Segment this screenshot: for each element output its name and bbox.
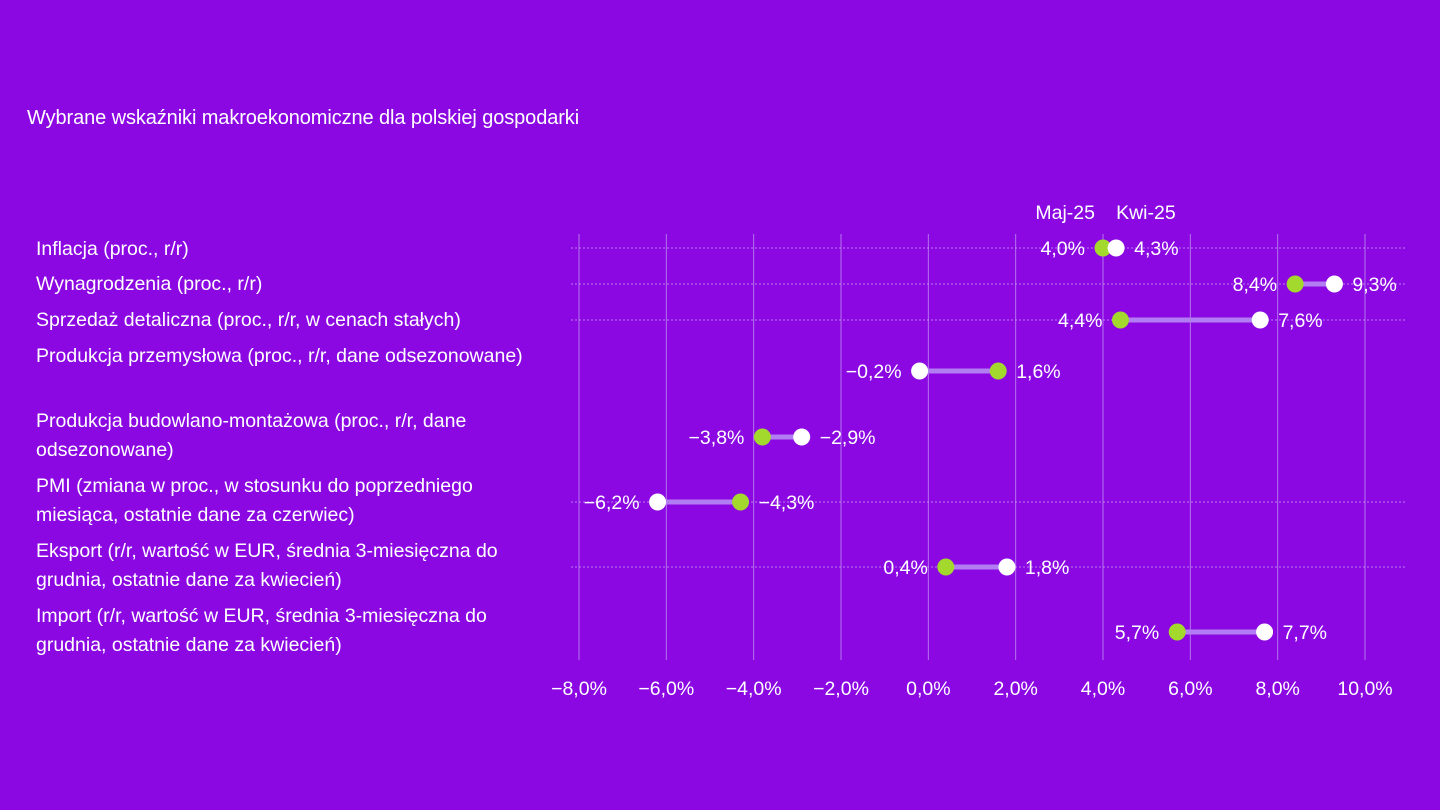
- current-value-label: 0,4%: [883, 557, 927, 579]
- previous-point: [1251, 311, 1269, 329]
- x-tick-label: 6,0%: [1168, 678, 1212, 700]
- previous-value-label: −0,2%: [846, 361, 902, 383]
- x-tick-label: −8,0%: [551, 678, 607, 700]
- row-label: Wynagrodzenia (proc., r/r): [36, 273, 263, 295]
- current-value-label: −3,8%: [689, 427, 745, 449]
- previous-point: [793, 428, 811, 446]
- current-value-label: 8,4%: [1233, 274, 1277, 296]
- x-tick-label: 10,0%: [1337, 678, 1392, 700]
- x-tick-label: 8,0%: [1255, 678, 1299, 700]
- previous-value-label: 7,7%: [1283, 622, 1327, 644]
- x-tick-label: 2,0%: [993, 678, 1037, 700]
- legend-current-label: Maj-25: [1035, 202, 1095, 224]
- current-point: [1168, 623, 1186, 641]
- previous-point: [649, 493, 667, 511]
- x-tick-label: −6,0%: [638, 678, 694, 700]
- x-tick-label: −4,0%: [726, 678, 782, 700]
- current-point: [1111, 311, 1129, 329]
- current-value-label: 4,4%: [1058, 310, 1102, 332]
- row-label: Eksport (r/r, wartość w EUR, średnia 3-m…: [36, 540, 498, 591]
- x-tick-label: −2,0%: [813, 678, 869, 700]
- row-label: Produkcja budowlano-montażowa (proc., r/…: [36, 410, 467, 461]
- current-value-label: −4,3%: [759, 492, 815, 514]
- x-tick-label: 0,0%: [906, 678, 950, 700]
- previous-value-label: 9,3%: [1352, 274, 1396, 296]
- current-value-label: 4,0%: [1041, 238, 1085, 260]
- row-label: PMI (zmiana w proc., w stosunku do poprz…: [36, 475, 473, 526]
- grid-layer: [571, 234, 1405, 660]
- current-point: [732, 493, 750, 511]
- current-value-label: 5,7%: [1115, 622, 1159, 644]
- row-label: Import (r/r, wartość w EUR, średnia 3-mi…: [36, 605, 487, 656]
- connector-layer: [655, 245, 1337, 635]
- point-layer: [649, 239, 1343, 641]
- previous-value-label: 7,6%: [1278, 310, 1322, 332]
- x-axis-ticks: −8,0% −6,0% −4,0% −2,0% 0,0% 2,0% 4,0% 6,0% 8,0%…: [551, 678, 1393, 700]
- previous-value-label: −6,2%: [584, 492, 640, 514]
- current-point: [989, 362, 1007, 380]
- legend: Maj-25 Kwi-25: [1035, 202, 1175, 224]
- previous-point: [1325, 275, 1343, 293]
- legend-previous-label: Kwi-25: [1116, 202, 1176, 224]
- x-tick-label: 4,0%: [1081, 678, 1125, 700]
- previous-value-label: 4,3%: [1134, 238, 1178, 260]
- chart-title: Wybrane wskaźniki makroekonomiczne dla p…: [27, 107, 580, 129]
- row-label: Sprzedaż detaliczna (proc., r/r, w cenac…: [36, 309, 461, 331]
- previous-value-label: −2,9%: [820, 427, 876, 449]
- previous-point: [911, 362, 929, 380]
- current-value-label: 1,6%: [1016, 361, 1060, 383]
- previous-point: [1256, 623, 1274, 641]
- current-point: [937, 558, 955, 576]
- previous-value-label: 1,8%: [1025, 557, 1069, 579]
- row-label: Produkcja przemysłowa (proc., r/r, dane …: [36, 345, 523, 367]
- previous-point: [1107, 239, 1125, 257]
- current-point: [753, 428, 771, 446]
- current-point: [1094, 239, 1112, 257]
- current-point: [1286, 275, 1304, 293]
- previous-point: [998, 558, 1016, 576]
- value-label-layer: 4,0% 4,3% 8,4% 9,3% 4,4% 7,6% −0,2% 1,6% −3,8% −2…: [584, 238, 1397, 644]
- row-label: Inflacja (proc., r/r): [36, 238, 189, 260]
